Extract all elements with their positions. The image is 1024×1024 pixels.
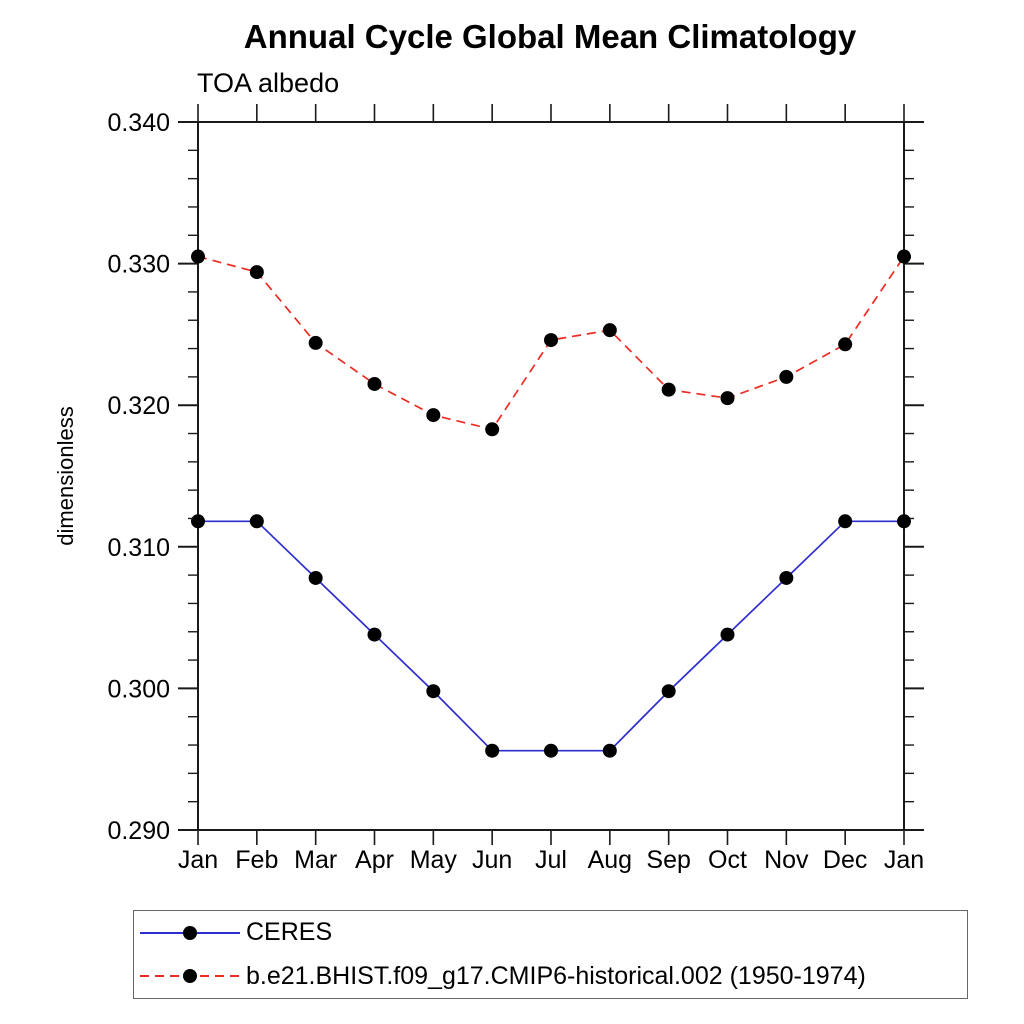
y-tick-label: 0.300	[107, 675, 170, 703]
data-point	[249, 265, 264, 280]
data-point	[602, 743, 617, 758]
data-point	[191, 249, 205, 264]
x-tick-label: Oct	[708, 846, 747, 874]
legend-solid-line-icon	[140, 925, 240, 940]
x-tick-label: Mar	[294, 846, 337, 874]
x-tick-label: Dec	[823, 846, 867, 874]
y-tick-label: 0.310	[107, 534, 170, 562]
x-tick-label: Jun	[472, 846, 512, 874]
legend-marker-dot-icon	[183, 925, 197, 940]
legend-item-model: b.e21.BHIST.f09_g17.CMIP6-historical.002…	[139, 955, 967, 999]
y-tick-label: 0.320	[107, 392, 170, 420]
y-tick-label: 0.340	[107, 109, 170, 137]
data-point	[661, 382, 676, 397]
x-tick-label: Jan	[178, 846, 218, 874]
chart-subtitle: TOA albedo	[197, 68, 340, 98]
data-point	[779, 570, 794, 585]
x-tick-label: Sep	[646, 846, 690, 874]
x-tick-label: Apr	[355, 846, 394, 874]
chart-title: Annual Cycle Global Mean Climatology	[243, 18, 857, 55]
data-point	[720, 391, 735, 406]
data-point	[602, 323, 617, 338]
data-point	[308, 335, 323, 350]
plot-frame	[197, 121, 905, 831]
data-point	[249, 514, 264, 529]
legend-label-ceres: CERES	[246, 918, 333, 947]
data-point	[485, 743, 500, 758]
data-point	[308, 570, 323, 585]
legend-box: CERES b.e21.BHIST.f09_g17.CMIP6-historic…	[133, 910, 968, 999]
data-point	[426, 408, 441, 423]
data-point	[897, 249, 911, 264]
y-tick-label: 0.290	[107, 817, 170, 845]
data-point	[367, 627, 382, 642]
series-line-ceres	[198, 520, 904, 752]
data-point	[367, 376, 382, 391]
data-point	[720, 627, 735, 642]
x-tick-label: May	[410, 846, 458, 874]
x-tick-label: Jan	[884, 846, 924, 874]
x-tick-label: Aug	[588, 846, 632, 874]
data-point	[897, 514, 911, 529]
legend-marker-dot-icon	[183, 969, 197, 984]
legend-item-ceres: CERES	[139, 911, 967, 955]
data-point	[544, 333, 558, 348]
y-tick-label: 0.330	[107, 251, 170, 279]
legend-dashed-line-icon	[140, 969, 240, 984]
data-point	[838, 337, 853, 352]
x-tick-label: Nov	[764, 846, 809, 874]
x-tick-label: Feb	[235, 846, 278, 874]
data-point	[191, 514, 205, 529]
data-point	[426, 684, 441, 699]
data-point	[661, 684, 676, 699]
data-point	[485, 422, 500, 437]
legend-label-model: b.e21.BHIST.f09_g17.CMIP6-historical.002…	[246, 961, 866, 990]
data-point	[779, 369, 794, 384]
data-point	[544, 743, 558, 758]
data-point	[838, 514, 853, 529]
x-tick-label: Jul	[535, 846, 567, 874]
